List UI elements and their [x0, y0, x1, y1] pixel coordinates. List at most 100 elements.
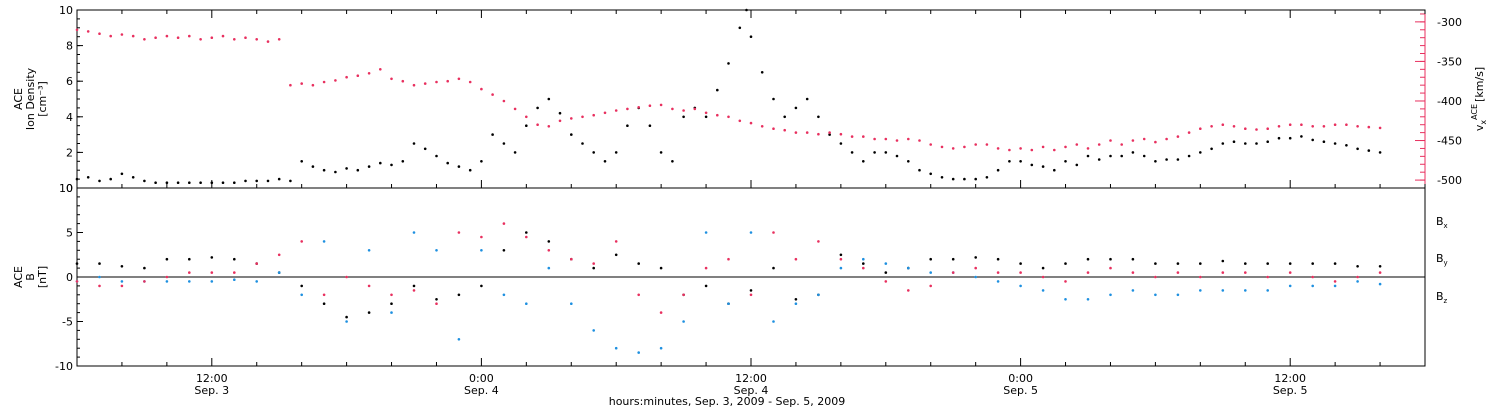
- vx-series-point: [1288, 123, 1292, 126]
- density-series-point: [480, 160, 483, 163]
- vx-series-point: [772, 127, 775, 130]
- legend-bz-sub: z: [1444, 297, 1448, 305]
- vx-series-point: [1041, 145, 1045, 149]
- vx-series-point: [738, 119, 742, 123]
- density-series-point: [1131, 151, 1135, 154]
- density-series-point: [1176, 158, 1180, 161]
- vx-series-point: [581, 115, 584, 119]
- vx-series-point: [862, 135, 865, 138]
- top-y2-ticks: -300 -350 -400 -450 -500: [1415, 10, 1462, 189]
- density-series-point: [1187, 154, 1191, 158]
- b-series-y-point: [974, 275, 977, 279]
- legend-by: By: [1436, 252, 1448, 267]
- b-series-z-point: [929, 284, 932, 288]
- density-series-point: [334, 170, 337, 174]
- b-series-x-point: [1378, 265, 1382, 268]
- b-series-z-point: [502, 222, 506, 225]
- legend-bx-sub: x: [1444, 222, 1448, 230]
- b-series-y-point: [1154, 293, 1157, 297]
- vx-series-point: [412, 83, 416, 87]
- vx-series-point: [727, 115, 730, 119]
- b-series-x-point: [637, 262, 640, 265]
- vx-series-point: [1221, 123, 1225, 126]
- b-series-y-point: [862, 257, 865, 261]
- density-series-point: [1311, 138, 1314, 142]
- b-series-x-point: [659, 266, 663, 270]
- density-series-point: [255, 179, 258, 183]
- b-series-z-point: [704, 266, 708, 270]
- vx-series-point: [1165, 137, 1168, 141]
- density-series-point: [828, 133, 831, 136]
- b-series-y-point: [188, 280, 191, 283]
- x-axis-title: hours:minutes, Sep. 3, 2009 - Sep. 5, 20…: [609, 395, 846, 408]
- b-series-z-point: [322, 293, 326, 297]
- density-series-point: [244, 179, 247, 183]
- density-series-point: [233, 181, 236, 184]
- density-series-point: [1109, 154, 1112, 158]
- vx-series-point: [895, 139, 899, 142]
- top-y2tick-label: -300: [1437, 16, 1462, 29]
- vx-series-point: [1053, 148, 1056, 152]
- b-series-y-point: [907, 266, 910, 270]
- density-series-point: [1333, 142, 1337, 145]
- b-series-z-point: [592, 262, 595, 265]
- b-series-z-point: [188, 271, 191, 274]
- b-series-y-point: [233, 278, 236, 282]
- b-series-x-point: [1176, 262, 1180, 265]
- b-series-x-point: [839, 253, 843, 257]
- b-series-y-point: [525, 302, 528, 306]
- density-series-point: [974, 177, 977, 181]
- b-series-y-point: [502, 293, 506, 297]
- b-series-y-point: [749, 231, 753, 234]
- vx-series-point: [1131, 139, 1135, 142]
- legend-bx-main: B: [1436, 215, 1444, 228]
- vx-series-point: [468, 80, 472, 84]
- density-series-point: [1165, 158, 1168, 161]
- b-series-y-point: [367, 249, 371, 252]
- b-series-z-point: [907, 289, 910, 292]
- density-series-point: [794, 106, 798, 110]
- b-series-z-point: [614, 240, 618, 243]
- density-series-point: [745, 8, 748, 12]
- b-series-z-point: [75, 280, 79, 283]
- vx-series-point: [379, 68, 382, 71]
- vx-series-point: [86, 30, 90, 33]
- bottom-ytick-label: -10: [55, 360, 73, 373]
- b-series-y-point: [457, 338, 461, 341]
- b-series-z-point: [727, 257, 730, 261]
- vx-series-point: [457, 77, 461, 81]
- vx-series-point: [345, 75, 348, 79]
- density-series-point: [435, 154, 438, 158]
- b-series-z-point: [749, 293, 753, 297]
- density-series-point: [322, 168, 326, 172]
- b-series-y-point: [839, 266, 843, 270]
- vx-series-point: [704, 111, 708, 115]
- top-ytick-label: 10: [59, 4, 73, 17]
- b-series-x-point: [1244, 262, 1247, 265]
- b-series-y-point: [1288, 284, 1292, 288]
- density-series-point: [1288, 136, 1292, 140]
- vx-series-point: [1322, 125, 1326, 128]
- b-series-x-point: [390, 302, 393, 306]
- vx-series-point: [446, 79, 450, 83]
- vx-series-point: [558, 119, 562, 123]
- vx-series-point: [614, 109, 618, 112]
- b-series-z-point: [255, 262, 258, 265]
- x-tick-time: 0:00: [469, 372, 494, 385]
- vx-series-point: [188, 34, 191, 38]
- density-series-point: [367, 165, 371, 168]
- density-series-point: [143, 179, 146, 183]
- b-series-x-point: [592, 266, 595, 270]
- b-series-z-point: [1244, 271, 1247, 274]
- b-series-z-point: [525, 235, 528, 239]
- b-series-y-point: [1378, 282, 1382, 286]
- b-series-y-point: [412, 231, 416, 234]
- b-series-y-point: [1109, 293, 1112, 297]
- density-series-point: [86, 176, 90, 179]
- vx-series-point: [907, 137, 910, 141]
- b-series-x-point: [502, 249, 506, 252]
- b-series-x-point: [120, 265, 124, 268]
- b-series-y-point: [210, 280, 214, 283]
- vx-series-point: [547, 125, 551, 128]
- top-y2label-sup: ACE: [1470, 104, 1479, 120]
